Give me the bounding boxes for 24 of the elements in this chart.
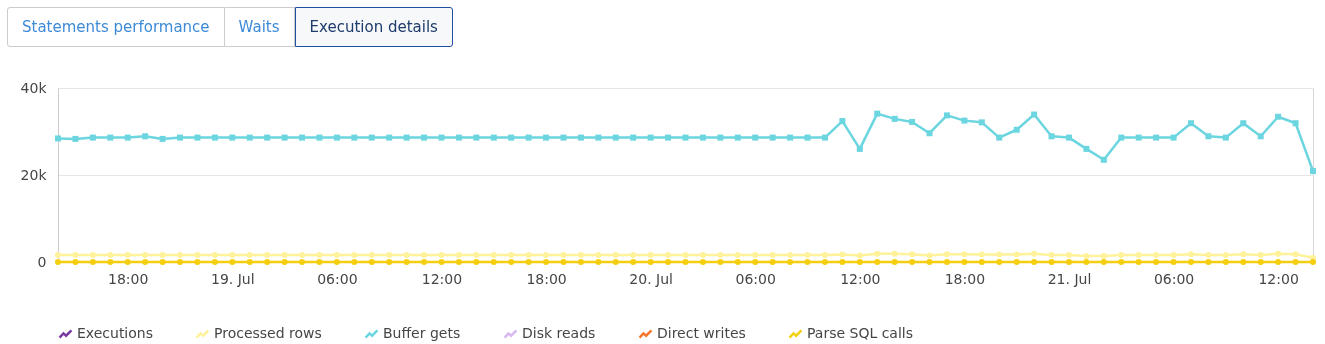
x-tick-label: 20. Jul [629, 270, 673, 287]
x-tick-label: 06:00 [317, 270, 358, 287]
legend-label: Disk reads [522, 324, 596, 341]
legend-label: Processed rows [214, 324, 322, 341]
legend-label: Direct writes [657, 324, 746, 341]
legend-label: Executions [77, 324, 153, 341]
x-tick-label: 12:00 [840, 270, 881, 287]
x-tick-label: 06:00 [735, 270, 776, 287]
text: Statements performance [7, 7, 225, 47]
legend-label: Parse SQL calls [807, 324, 914, 341]
x-tick-label: 12:00 [1258, 270, 1299, 287]
legend-label: Buffer gets [383, 324, 461, 341]
x-tick-label: 18:00 [944, 270, 986, 287]
y-tick-label: 0 [37, 253, 47, 270]
x-tick-label: 21. Jul [1047, 270, 1092, 287]
text: Execution details [294, 7, 453, 47]
x-tick-label: 06:00 [1153, 270, 1195, 287]
y-tick-label: 20k [20, 166, 48, 183]
x-tick-label: 18:00 [108, 270, 149, 287]
y-tick-label: 40k [20, 79, 48, 96]
x-tick-label: 18:00 [526, 270, 567, 287]
x-tick-label: 19. Jul [211, 270, 255, 287]
x-tick-label: 12:00 [421, 270, 463, 287]
text: Waits [224, 7, 295, 47]
